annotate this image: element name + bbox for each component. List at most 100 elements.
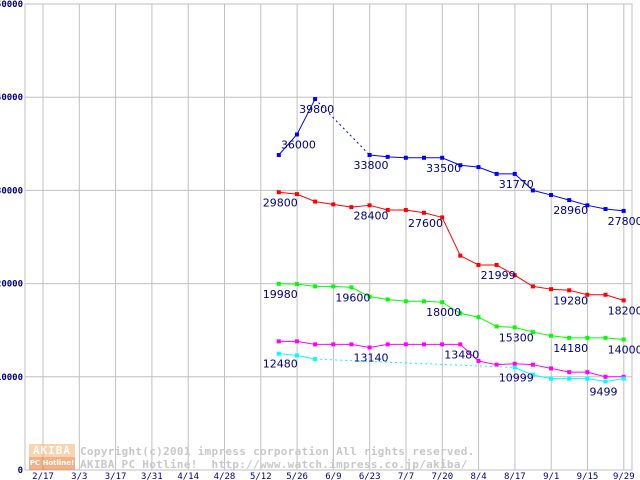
series-line — [514, 326, 534, 333]
series-line — [532, 364, 552, 369]
series-line — [460, 312, 479, 318]
series-line — [333, 285, 352, 288]
data-point — [621, 208, 626, 213]
series-line — [532, 189, 552, 196]
series-red — [276, 190, 626, 303]
series-line — [351, 343, 370, 349]
data-label: 19980 — [263, 288, 298, 301]
y-tick-label: 30000 — [0, 186, 23, 196]
data-label: 27800 — [608, 215, 640, 228]
series-line — [387, 298, 406, 302]
series-line — [369, 296, 388, 300]
data-label: 29800 — [263, 196, 298, 209]
x-tick-label: 3/17 — [105, 472, 127, 480]
series-group — [276, 97, 626, 384]
series-line — [296, 340, 316, 345]
x-axis: 2/17 3/3 3/17 3/31 4/14 4/28 5/12 5/26 6/9 6/23 7/… — [32, 472, 634, 480]
y-tick-label: 0 — [18, 466, 23, 476]
series-line — [551, 288, 570, 291]
x-tick-label: 5/12 — [250, 472, 272, 480]
logo-top: AKIBA — [29, 444, 75, 457]
y-tick-label: 40000 — [0, 93, 23, 103]
data-label: 33500 — [426, 162, 461, 175]
y-axis: 0 10000 20000 30000 40000 50000 — [0, 0, 23, 476]
data-label: 12480 — [263, 358, 298, 371]
copyright-text: Copyright(c)2001 impress corporation All… — [80, 445, 475, 458]
series-cyan — [276, 351, 626, 384]
series-line — [315, 201, 334, 205]
logo-bottom: PC Hotline! — [29, 457, 75, 470]
series-line — [278, 191, 298, 195]
data-labels: 36000 39800 33800 33500 31770 28960 27800 29800… — [263, 103, 640, 398]
series-line — [605, 337, 624, 341]
series-gap-line — [315, 358, 515, 368]
series-line — [405, 209, 425, 214]
series-line — [532, 374, 552, 380]
series-line — [532, 331, 552, 337]
series-line — [605, 378, 624, 382]
series-gap-line — [314, 98, 370, 156]
series-line — [569, 199, 588, 206]
series-line — [460, 255, 479, 266]
data-label: 18000 — [426, 306, 461, 319]
data-label: 31770 — [499, 178, 534, 191]
data-label: 9499 — [590, 385, 618, 398]
x-tick-label: 3/31 — [141, 472, 163, 480]
series-line — [605, 294, 624, 301]
series-line — [569, 289, 588, 296]
series-line — [387, 156, 406, 159]
series-line — [550, 335, 570, 339]
series-line — [278, 134, 298, 156]
series-line — [296, 193, 316, 203]
data-label: 15300 — [499, 331, 534, 344]
series-line — [296, 98, 316, 135]
series-line — [460, 164, 479, 168]
data-label: 14000 — [608, 344, 640, 357]
data-label: 19280 — [553, 294, 588, 307]
data-label: 33800 — [354, 159, 389, 172]
series-line — [459, 343, 479, 362]
series-line — [369, 154, 388, 158]
series-line — [441, 301, 461, 314]
x-tick-label: 7/20 — [431, 472, 453, 480]
data-point — [621, 298, 626, 303]
data-label: 10999 — [499, 371, 534, 384]
series-line — [423, 212, 443, 218]
x-tick-label: 4/14 — [177, 472, 199, 480]
series-line — [278, 353, 297, 356]
series-line — [351, 204, 370, 208]
y-tick-label: 10000 — [0, 373, 23, 383]
data-label: 27600 — [408, 217, 443, 230]
series-line — [532, 285, 552, 290]
x-tick-label: 2/17 — [32, 472, 54, 480]
series-line — [550, 194, 570, 201]
series-line — [478, 360, 497, 366]
series-line — [369, 204, 388, 211]
data-label: 13480 — [444, 348, 479, 361]
series-line — [478, 316, 497, 327]
series-line — [514, 274, 534, 287]
series-line — [605, 208, 624, 212]
y-tick-label: 50000 — [0, 0, 23, 10]
series-line — [550, 367, 570, 373]
data-label: 36000 — [281, 138, 316, 151]
series-green — [276, 281, 626, 342]
series-line — [369, 343, 388, 349]
x-tick-label: 3/3 — [71, 472, 87, 480]
data-point — [621, 376, 626, 381]
series-line — [496, 264, 515, 276]
series-line — [514, 363, 533, 366]
series-line — [478, 166, 497, 175]
grid — [24, 3, 633, 471]
series-line — [587, 378, 606, 382]
series-line — [441, 217, 461, 256]
series-line — [587, 371, 606, 378]
data-label: 28960 — [553, 204, 588, 217]
series-line — [587, 204, 606, 210]
data-label: 13140 — [354, 352, 389, 365]
series-line — [423, 300, 443, 303]
y-tick-label: 20000 — [0, 280, 23, 290]
x-tick-label: 4/28 — [214, 472, 236, 480]
series-line — [514, 173, 534, 191]
akiba-logo: AKIBA PC Hotline! — [29, 444, 75, 470]
